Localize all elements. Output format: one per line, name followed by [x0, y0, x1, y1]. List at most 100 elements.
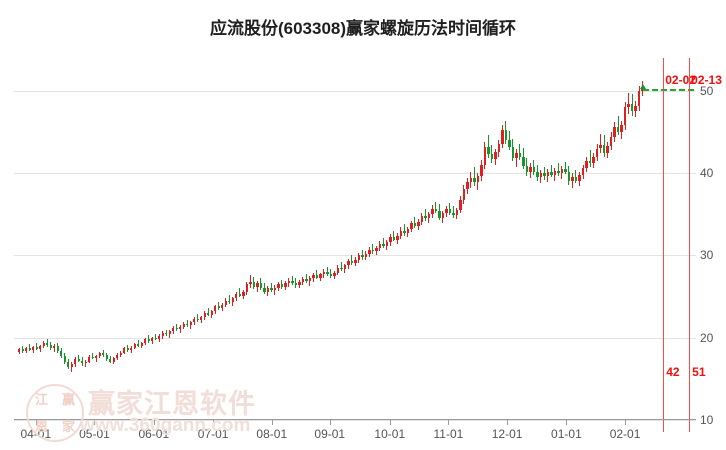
candle-body [567, 172, 571, 182]
x-axis-tick-label: 12-01 [491, 427, 523, 441]
x-axis-line [14, 419, 696, 420]
candle-body [81, 360, 84, 364]
candlestick [77, 58, 80, 420]
x-axis-tick-mark [213, 420, 215, 425]
candle-body [193, 318, 196, 323]
candle-body [473, 178, 476, 183]
candle-body [322, 271, 326, 275]
candle-body [116, 355, 119, 359]
candle-body [434, 208, 438, 211]
candle-body [315, 275, 319, 278]
candlestick [165, 58, 168, 420]
candlestick [441, 58, 445, 420]
candlestick-series [14, 58, 696, 420]
x-axis-tick-mark [94, 420, 96, 425]
candlestick [602, 58, 606, 420]
cycle-vertical-line[interactable] [663, 58, 665, 432]
candle-body [333, 272, 336, 276]
candle-wick [393, 230, 395, 242]
candlestick [179, 58, 182, 420]
candle-body [424, 215, 427, 219]
plot-area[interactable]: 50 40 30 20 10 02-02 42 02-13 51 [14, 58, 722, 432]
candle-wick [326, 266, 328, 277]
candle-body [588, 160, 592, 164]
candle-wick [291, 276, 293, 286]
candle-body [182, 323, 185, 328]
candle-wick [564, 161, 566, 174]
brand-logo-watermark: 江 赢 恩 家 [26, 384, 84, 442]
candle-body [389, 237, 392, 243]
candlestick [452, 58, 455, 420]
candlestick [270, 58, 273, 420]
candle-body [119, 352, 122, 355]
candlestick [511, 58, 515, 420]
x-axis-tick-mark [271, 420, 273, 425]
candle-body [350, 261, 354, 263]
candle-wick [533, 160, 535, 175]
candle-body [609, 136, 613, 147]
candlestick [284, 58, 287, 420]
candlestick [151, 58, 154, 420]
candle-body [410, 223, 413, 230]
candlestick [123, 58, 126, 420]
x-axis-tick-label: 05-01 [79, 427, 110, 441]
x-axis-tick-mark [153, 420, 155, 425]
candle-body [207, 313, 210, 315]
candle-body [91, 356, 94, 359]
candle-wick [519, 143, 521, 161]
candle-wick [71, 362, 73, 373]
candlestick [294, 58, 298, 420]
candle-body [126, 348, 129, 351]
candlestick [375, 58, 378, 420]
candle-body [98, 353, 101, 356]
site-url-watermark: www.360gann.com [80, 415, 251, 436]
candlestick [466, 58, 469, 420]
candle-body [224, 300, 227, 305]
candlestick [599, 58, 602, 420]
candlestick [308, 58, 312, 420]
candle-wick [372, 243, 374, 254]
candle-body [245, 284, 248, 293]
candlestick [385, 58, 389, 420]
candle-body [592, 156, 595, 164]
candlestick [235, 58, 238, 420]
candlestick [606, 58, 609, 420]
cycle-vertical-line[interactable] [689, 58, 691, 432]
candlestick [53, 58, 56, 420]
candlestick [448, 58, 452, 420]
candlestick [403, 58, 406, 420]
candlestick [413, 58, 417, 420]
candlestick [627, 58, 630, 420]
candlestick [84, 58, 87, 420]
candle-body [154, 337, 157, 339]
candlestick [259, 58, 262, 420]
candlestick [42, 58, 45, 420]
candle-body [518, 153, 522, 157]
candle-body [32, 346, 35, 351]
candle-body [483, 146, 487, 165]
candle-body [298, 281, 301, 286]
candle-wick [452, 206, 454, 219]
gridline [14, 90, 696, 92]
candlestick [137, 58, 140, 420]
candle-body [21, 349, 24, 351]
candlestick [469, 58, 473, 420]
x-axis-tick-mark [625, 420, 627, 425]
candlestick [564, 58, 567, 420]
candlestick [609, 58, 613, 420]
candlestick [168, 58, 171, 420]
candlestick [445, 58, 448, 420]
candle-wick [228, 294, 230, 304]
candle-body [259, 283, 262, 289]
candlestick [56, 58, 59, 420]
candle-body [420, 215, 424, 222]
candlestick [550, 58, 553, 420]
candlestick [546, 58, 550, 420]
x-axis-tick-label: 10-01 [374, 427, 406, 441]
candlestick [60, 58, 63, 420]
candle-body [172, 327, 175, 332]
candlestick [459, 58, 462, 420]
candle-body [427, 214, 431, 219]
candle-body [532, 167, 536, 172]
